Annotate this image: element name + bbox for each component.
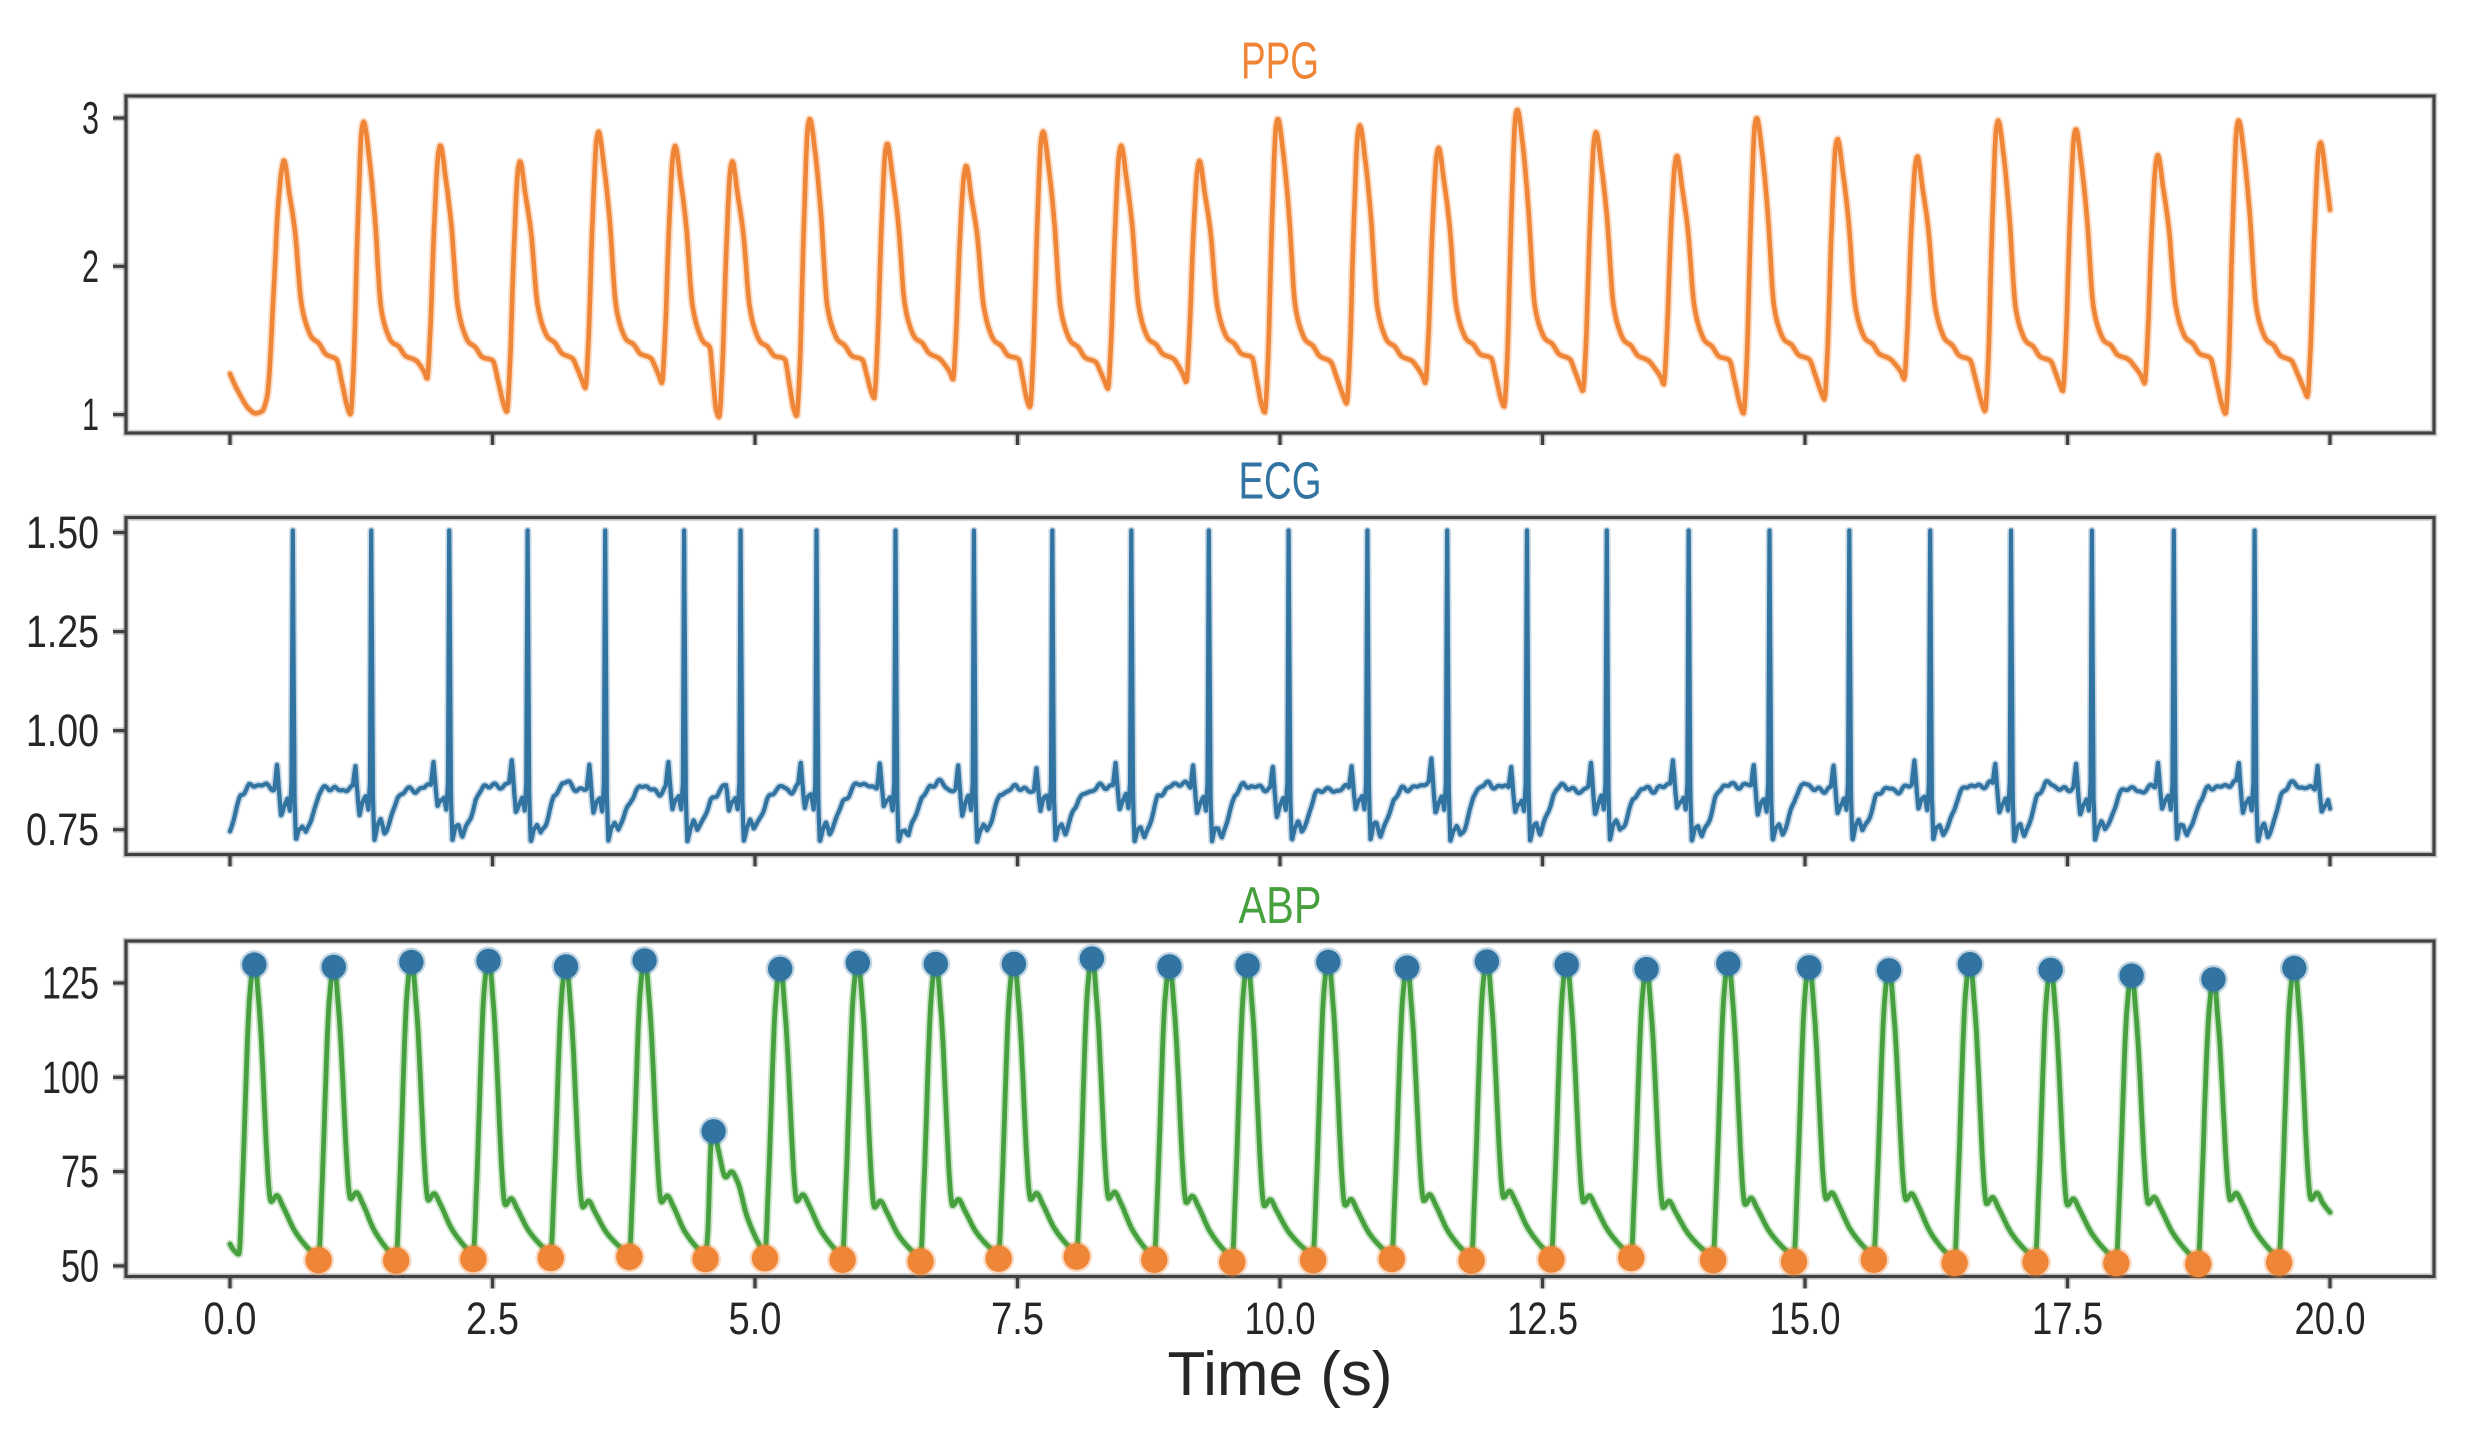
svg-text:1.50: 1.50 <box>26 507 99 558</box>
svg-text:2.5: 2.5 <box>466 1293 519 1344</box>
svg-text:2: 2 <box>82 241 99 292</box>
svg-text:ECG: ECG <box>1239 453 1322 511</box>
svg-text:Time (s): Time (s) <box>1168 1340 1393 1409</box>
svg-text:17.5: 17.5 <box>2032 1293 2103 1344</box>
svg-text:125: 125 <box>42 958 99 1009</box>
svg-text:3: 3 <box>82 93 99 144</box>
svg-text:75: 75 <box>61 1146 99 1197</box>
svg-text:5.0: 5.0 <box>729 1293 782 1344</box>
svg-text:15.0: 15.0 <box>1770 1293 1841 1344</box>
svg-text:1: 1 <box>82 389 99 440</box>
svg-text:50: 50 <box>61 1240 99 1291</box>
svg-text:100: 100 <box>42 1052 99 1103</box>
svg-text:0.0: 0.0 <box>204 1293 257 1344</box>
svg-text:10.0: 10.0 <box>1245 1293 1316 1344</box>
svg-text:1.00: 1.00 <box>26 705 99 756</box>
svg-text:20.0: 20.0 <box>2295 1293 2366 1344</box>
svg-text:0.75: 0.75 <box>26 804 99 855</box>
svg-text:1.25: 1.25 <box>26 606 99 657</box>
svg-text:7.5: 7.5 <box>991 1293 1044 1344</box>
svg-text:ABP: ABP <box>1239 877 1322 935</box>
svg-text:12.5: 12.5 <box>1507 1293 1578 1344</box>
svg-text:PPG: PPG <box>1241 33 1319 91</box>
